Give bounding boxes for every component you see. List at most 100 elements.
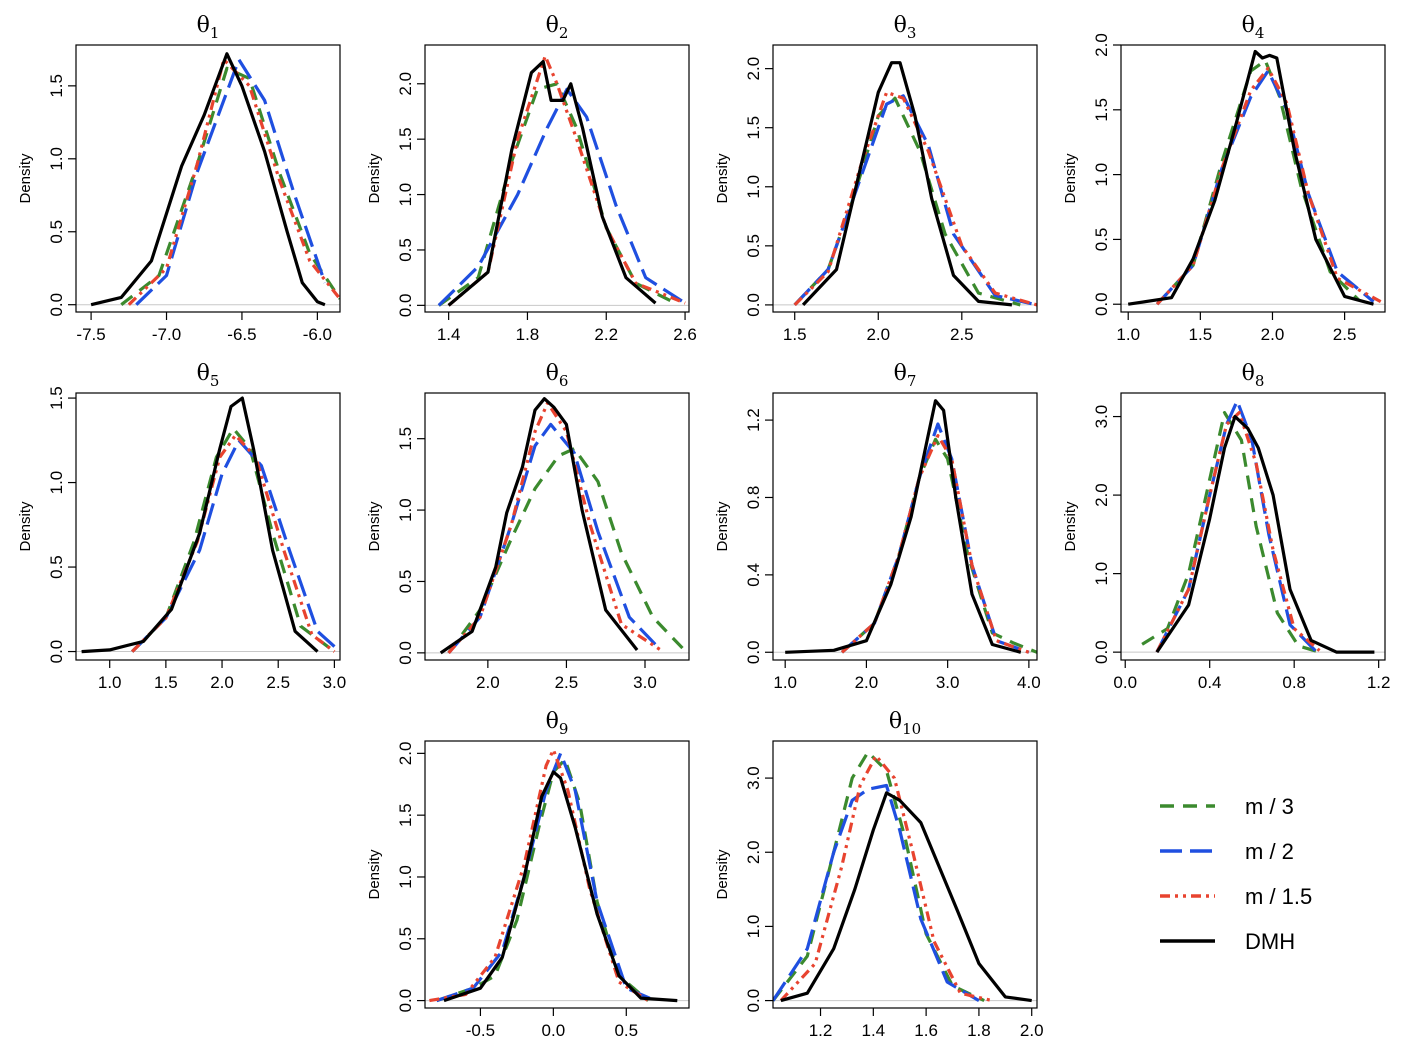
y-tick-label: 1.0 bbox=[396, 865, 415, 889]
panel-theta-8: 0.0 0.4 0.8 1.2 0.0 1.0 2.0 3.0 Density θ8 bbox=[1062, 361, 1390, 692]
y-tick-label: 0.5 bbox=[47, 555, 66, 579]
density-line-dmh bbox=[81, 396, 319, 654]
panel-title-subscript: 3 bbox=[907, 24, 917, 42]
y-axis-label: Density bbox=[714, 153, 731, 204]
panel-title-subscript: 5 bbox=[210, 372, 220, 390]
x-tick-label: 0.0 bbox=[1113, 673, 1137, 692]
y-tick-label: 1.5 bbox=[396, 427, 415, 451]
y-tick-label: 1.0 bbox=[396, 183, 415, 207]
panel-title-subscript: 10 bbox=[902, 720, 921, 738]
density-curves bbox=[429, 748, 678, 1003]
panel-title-subscript: 6 bbox=[559, 372, 569, 390]
y-tick-label: 1.0 bbox=[47, 147, 66, 171]
y-tick-label: 2.0 bbox=[744, 840, 763, 864]
density-line-m-2 bbox=[840, 422, 1030, 654]
y-tick-label: 1.0 bbox=[744, 175, 763, 199]
panel-title-symbol: θ bbox=[546, 13, 559, 38]
y-tick-label: 0.4 bbox=[744, 563, 763, 587]
x-tick-label: 2.0 bbox=[1020, 1021, 1044, 1040]
density-line-dmh bbox=[90, 52, 326, 307]
y-tick-label: 0.0 bbox=[47, 640, 66, 664]
x-tick-label: 3.0 bbox=[936, 673, 960, 692]
plot-frame bbox=[772, 44, 1038, 313]
density-line-m-3 bbox=[120, 66, 340, 306]
density-line-dmh bbox=[443, 770, 678, 1003]
density-curves bbox=[773, 750, 1032, 1003]
y-tick-label: 1.5 bbox=[396, 127, 415, 151]
y-tick-label: 0.5 bbox=[396, 238, 415, 262]
panel-title-symbol: θ bbox=[197, 361, 210, 386]
density-line-dmh bbox=[780, 791, 1032, 1003]
plot-frame bbox=[75, 392, 341, 661]
y-tick-label: 2.0 bbox=[1092, 483, 1111, 507]
x-tick-label: -0.5 bbox=[466, 1021, 495, 1040]
panel-title-symbol: θ bbox=[889, 709, 902, 734]
x-tick-label: 1.0 bbox=[98, 673, 122, 692]
panel-theta-5: 1.0 1.5 2.0 2.5 3.0 0.0 0.5 1.0 1.5 Density θ5 bbox=[17, 361, 346, 692]
density-line-m-1-5 bbox=[840, 434, 1030, 654]
density-line-m-3 bbox=[131, 426, 336, 653]
x-tick-label: 2.5 bbox=[555, 673, 579, 692]
y-tick-label: 1.2 bbox=[744, 408, 763, 432]
panel-theta-3: 1.5 2.0 2.5 0.0 0.5 1.0 1.5 2.0 Density θ3 bbox=[714, 13, 1038, 344]
x-tick-label: 3.0 bbox=[323, 673, 347, 692]
density-line-dmh bbox=[1127, 49, 1374, 306]
x-tick-label: 2.0 bbox=[476, 673, 500, 692]
density-line-m-3 bbox=[447, 447, 686, 654]
x-tick-label: 1.8 bbox=[516, 325, 540, 344]
density-curves bbox=[793, 61, 1037, 307]
panel-title: θ2 bbox=[546, 13, 569, 42]
panel-title: θ4 bbox=[1242, 13, 1265, 42]
y-axis-label: Density bbox=[17, 153, 34, 204]
panel-title: θ7 bbox=[894, 361, 917, 390]
panel-title-subscript: 4 bbox=[1255, 24, 1265, 42]
density-line-dmh bbox=[785, 399, 1022, 654]
x-tick-label: 1.8 bbox=[967, 1021, 991, 1040]
y-tick-label: 0.8 bbox=[744, 486, 763, 510]
panel-title: θ3 bbox=[894, 13, 917, 42]
panel-title: θ1 bbox=[197, 13, 220, 42]
density-line-m-2 bbox=[773, 783, 980, 1002]
panel-title-symbol: θ bbox=[894, 13, 907, 38]
x-tick-label: -6.5 bbox=[227, 325, 256, 344]
x-tick-label: 2.6 bbox=[673, 325, 697, 344]
panel-title-subscript: 9 bbox=[559, 720, 569, 738]
legend-label: m / 3 bbox=[1245, 794, 1294, 819]
y-tick-label: 0.5 bbox=[47, 220, 66, 244]
y-tick-label: 1.5 bbox=[744, 116, 763, 140]
density-line-m-3 bbox=[793, 96, 1021, 307]
panel-theta-10: 1.2 1.4 1.6 1.8 2.0 0.0 1.0 2.0 3.0 Density θ10 bbox=[714, 709, 1044, 1040]
x-tick-label: 1.5 bbox=[783, 325, 807, 344]
plot-frame bbox=[1120, 392, 1386, 661]
y-axis-label: Density bbox=[714, 849, 731, 900]
density-line-m-2 bbox=[135, 58, 327, 306]
y-tick-label: 0.0 bbox=[396, 294, 415, 318]
panel-title-symbol: θ bbox=[546, 361, 559, 386]
y-tick-label: 0.0 bbox=[396, 641, 415, 665]
plot-frame bbox=[424, 392, 690, 661]
x-tick-label: 1.0 bbox=[1116, 325, 1140, 344]
y-tick-label: 0.0 bbox=[47, 293, 66, 317]
density-line-m-1-5 bbox=[1155, 411, 1321, 653]
y-tick-label: 0.5 bbox=[396, 570, 415, 594]
panel-theta-6: 2.0 2.5 3.0 0.0 0.5 1.0 1.5 Density θ6 bbox=[366, 361, 690, 692]
plot-frame bbox=[772, 392, 1038, 661]
panel-theta-7: 1.0 2.0 3.0 4.0 0.0 0.4 0.8 1.2 Density θ7 bbox=[714, 361, 1041, 692]
x-tick-label: 1.5 bbox=[154, 673, 178, 692]
x-tick-label: 3.0 bbox=[633, 673, 657, 692]
x-tick-label: 2.0 bbox=[855, 673, 879, 692]
panel-theta-2: 1.4 1.8 2.2 2.6 0.0 0.5 1.0 1.5 2.0 Density θ2 bbox=[366, 13, 697, 344]
density-line-dmh bbox=[439, 397, 639, 655]
y-tick-label: 0.0 bbox=[396, 989, 415, 1013]
y-tick-label: 2.0 bbox=[396, 72, 415, 96]
y-axis-label: Density bbox=[366, 153, 383, 204]
panel-title-symbol: θ bbox=[894, 361, 907, 386]
x-tick-label: 0.5 bbox=[614, 1021, 638, 1040]
panel-title: θ6 bbox=[546, 361, 569, 390]
y-tick-label: 0.0 bbox=[744, 640, 763, 664]
panel-title-subscript: 2 bbox=[559, 24, 569, 42]
x-tick-label: 2.0 bbox=[1261, 325, 1285, 344]
density-line-m-1-5 bbox=[1155, 66, 1382, 306]
panel-title: θ8 bbox=[1242, 361, 1265, 390]
density-line-m-3 bbox=[773, 750, 985, 1003]
